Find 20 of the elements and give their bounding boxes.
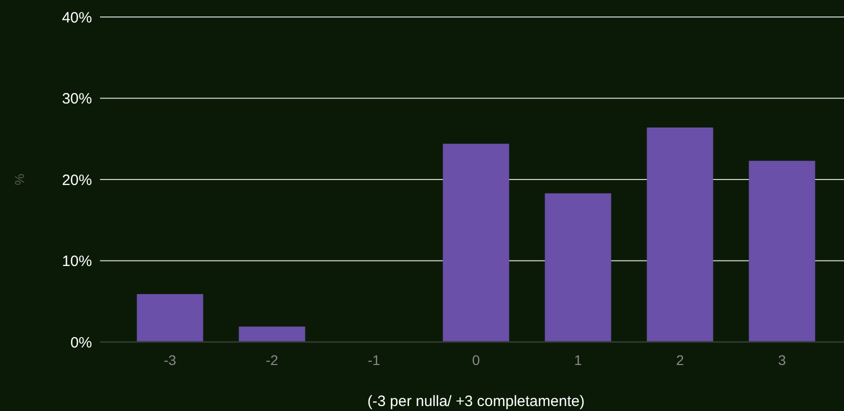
y-tick-label: 30% bbox=[62, 90, 92, 108]
y-tick-label: 40% bbox=[62, 9, 92, 26]
bar bbox=[646, 128, 714, 342]
y-tick-label: 0% bbox=[70, 334, 92, 352]
bar bbox=[748, 160, 816, 342]
y-tick-label: 20% bbox=[62, 172, 92, 189]
y-tick-label: 10% bbox=[62, 253, 92, 270]
x-tick-label: -2 bbox=[266, 352, 278, 368]
x-tick-label: 0 bbox=[472, 352, 480, 368]
x-tick-label: 1 bbox=[574, 352, 582, 368]
bar bbox=[544, 193, 612, 342]
x-tick-label: 3 bbox=[778, 352, 786, 368]
bar bbox=[136, 294, 204, 342]
y-axis-title: % bbox=[12, 173, 27, 186]
x-tick-label: -1 bbox=[368, 352, 380, 368]
bar bbox=[442, 144, 510, 342]
x-tick-label: 2 bbox=[676, 352, 684, 368]
x-axis-title: (-3 per nulla/ +3 completamente) bbox=[367, 393, 585, 410]
x-tick-label: -3 bbox=[164, 352, 176, 368]
bar bbox=[238, 326, 306, 342]
